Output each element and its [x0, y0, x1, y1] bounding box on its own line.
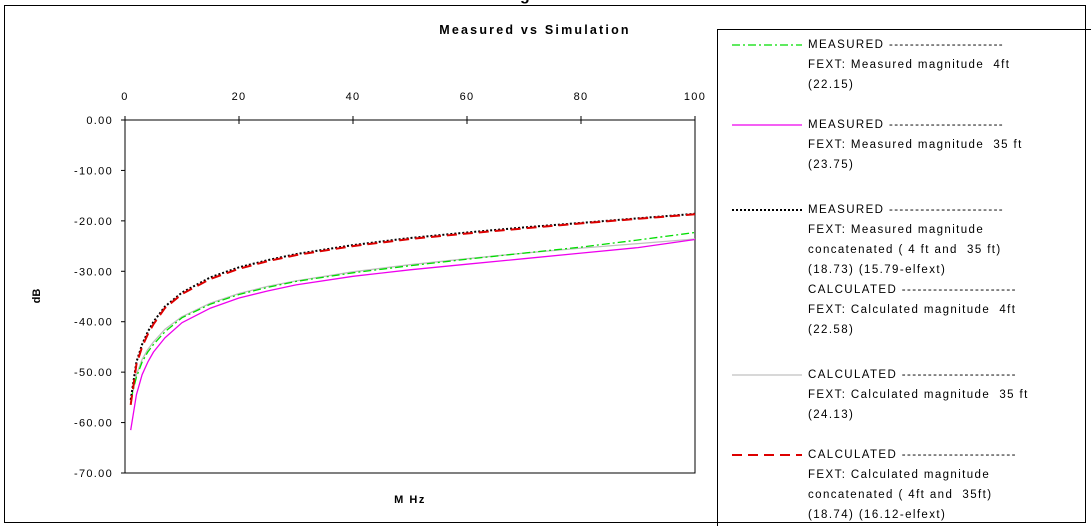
- y-tick-label: -50.00: [74, 367, 113, 379]
- series-line: [130, 238, 696, 403]
- y-tick-label: -20.00: [74, 216, 113, 228]
- legend-label: MEASURED ---------------------- FEXT: Me…: [808, 39, 1011, 91]
- chart-title: Measured vs Simulation: [439, 23, 631, 37]
- chart-frame: [4, 5, 1086, 523]
- x-tick-label: 20: [232, 91, 247, 103]
- legend-swatch: [732, 124, 802, 126]
- y-tick-label: -70.00: [74, 468, 113, 480]
- y-tick-label: 0.00: [86, 115, 113, 127]
- series-line: [130, 238, 696, 431]
- legend-swatch: [732, 374, 802, 376]
- x-tick-label: 80: [574, 91, 589, 103]
- legend-label: MEASURED ---------------------- FEXT: Me…: [808, 119, 1023, 171]
- x-axis-label: M Hz: [394, 494, 426, 506]
- legend-swatch: [732, 454, 802, 456]
- series-line: [129, 213, 696, 406]
- series-line: [129, 212, 696, 401]
- legend-swatch: [732, 284, 814, 296]
- y-axis-label: dB: [31, 289, 43, 304]
- x-tick-label: 100: [684, 91, 706, 103]
- series-line: [130, 231, 696, 401]
- plot-area: [124, 119, 696, 474]
- x-tick-label: 0: [121, 91, 128, 103]
- x-tick-label: 40: [346, 91, 361, 103]
- legend-label: CALCULATED ---------------------- FEXT: …: [808, 284, 1017, 336]
- legend-label: CALCULATED ---------------------- FEXT: …: [808, 449, 1017, 521]
- y-tick-label: -40.00: [74, 317, 113, 329]
- legend-label: MEASURED ---------------------- FEXT: Me…: [808, 204, 1005, 276]
- line-chart: Measured vs Simulation 0 20 40 60 80 100 0.00 -1…: [31, 23, 706, 506]
- legend-swatch: [732, 209, 802, 211]
- legend-swatch: [732, 44, 802, 46]
- legend: MEASURED ---------------------- FEXT: Me…: [717, 29, 1091, 526]
- y-tick-label: -60.00: [74, 418, 113, 430]
- x-tick-label: 60: [460, 91, 475, 103]
- y-tick-label: -10.00: [74, 165, 113, 177]
- y-tick-label: -30.00: [74, 266, 113, 278]
- clipped-top-title: g: [0, 0, 1091, 5]
- legend-label: CALCULATED ---------------------- FEXT: …: [808, 369, 1029, 421]
- clipped-title-text: g: [520, 0, 530, 5]
